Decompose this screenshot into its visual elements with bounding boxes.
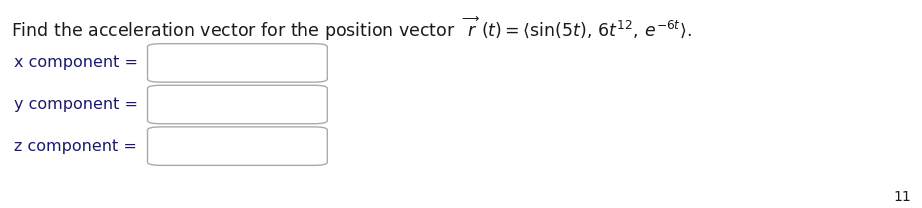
- FancyBboxPatch shape: [148, 85, 327, 124]
- FancyBboxPatch shape: [148, 44, 327, 82]
- Text: 11: 11: [893, 190, 911, 204]
- FancyBboxPatch shape: [148, 127, 327, 165]
- Text: z component =: z component =: [14, 139, 136, 154]
- Text: x component =: x component =: [14, 55, 137, 71]
- Text: Find the acceleration vector for the position vector $\overset{\longrightarrow}{: Find the acceleration vector for the pos…: [11, 15, 692, 43]
- Text: y component =: y component =: [14, 97, 137, 112]
